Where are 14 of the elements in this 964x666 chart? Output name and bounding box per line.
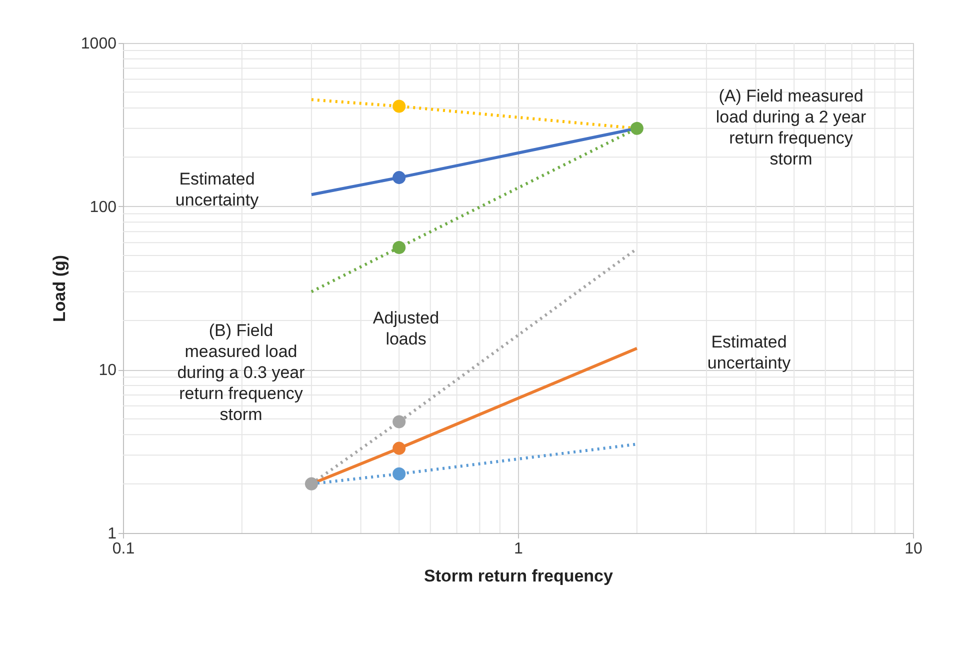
annotation: Adjusted loads bbox=[372, 308, 440, 348]
annotation: Estimated uncertainty bbox=[707, 332, 792, 372]
y-tick-label: 100 bbox=[90, 198, 117, 216]
x-axis-title: Storm return frequency bbox=[424, 566, 614, 586]
y-tick-label: 1 bbox=[108, 526, 117, 542]
annotation: (B) Field measured load during a 0.3 year return frequency storm bbox=[177, 321, 306, 424]
y-axis-title: Load (g) bbox=[50, 254, 69, 322]
y-tick-label: 10 bbox=[98, 362, 117, 380]
y-tick-label: 1000 bbox=[80, 36, 117, 52]
x-tick-label: 1 bbox=[514, 540, 524, 558]
annotation: (A) Field measured load during a 2 year return frequency storm bbox=[716, 86, 866, 168]
x-tick-label: 10 bbox=[904, 540, 922, 558]
x-tick-label: 0.1 bbox=[112, 540, 135, 558]
annotation: Estimated uncertainty bbox=[175, 170, 260, 210]
